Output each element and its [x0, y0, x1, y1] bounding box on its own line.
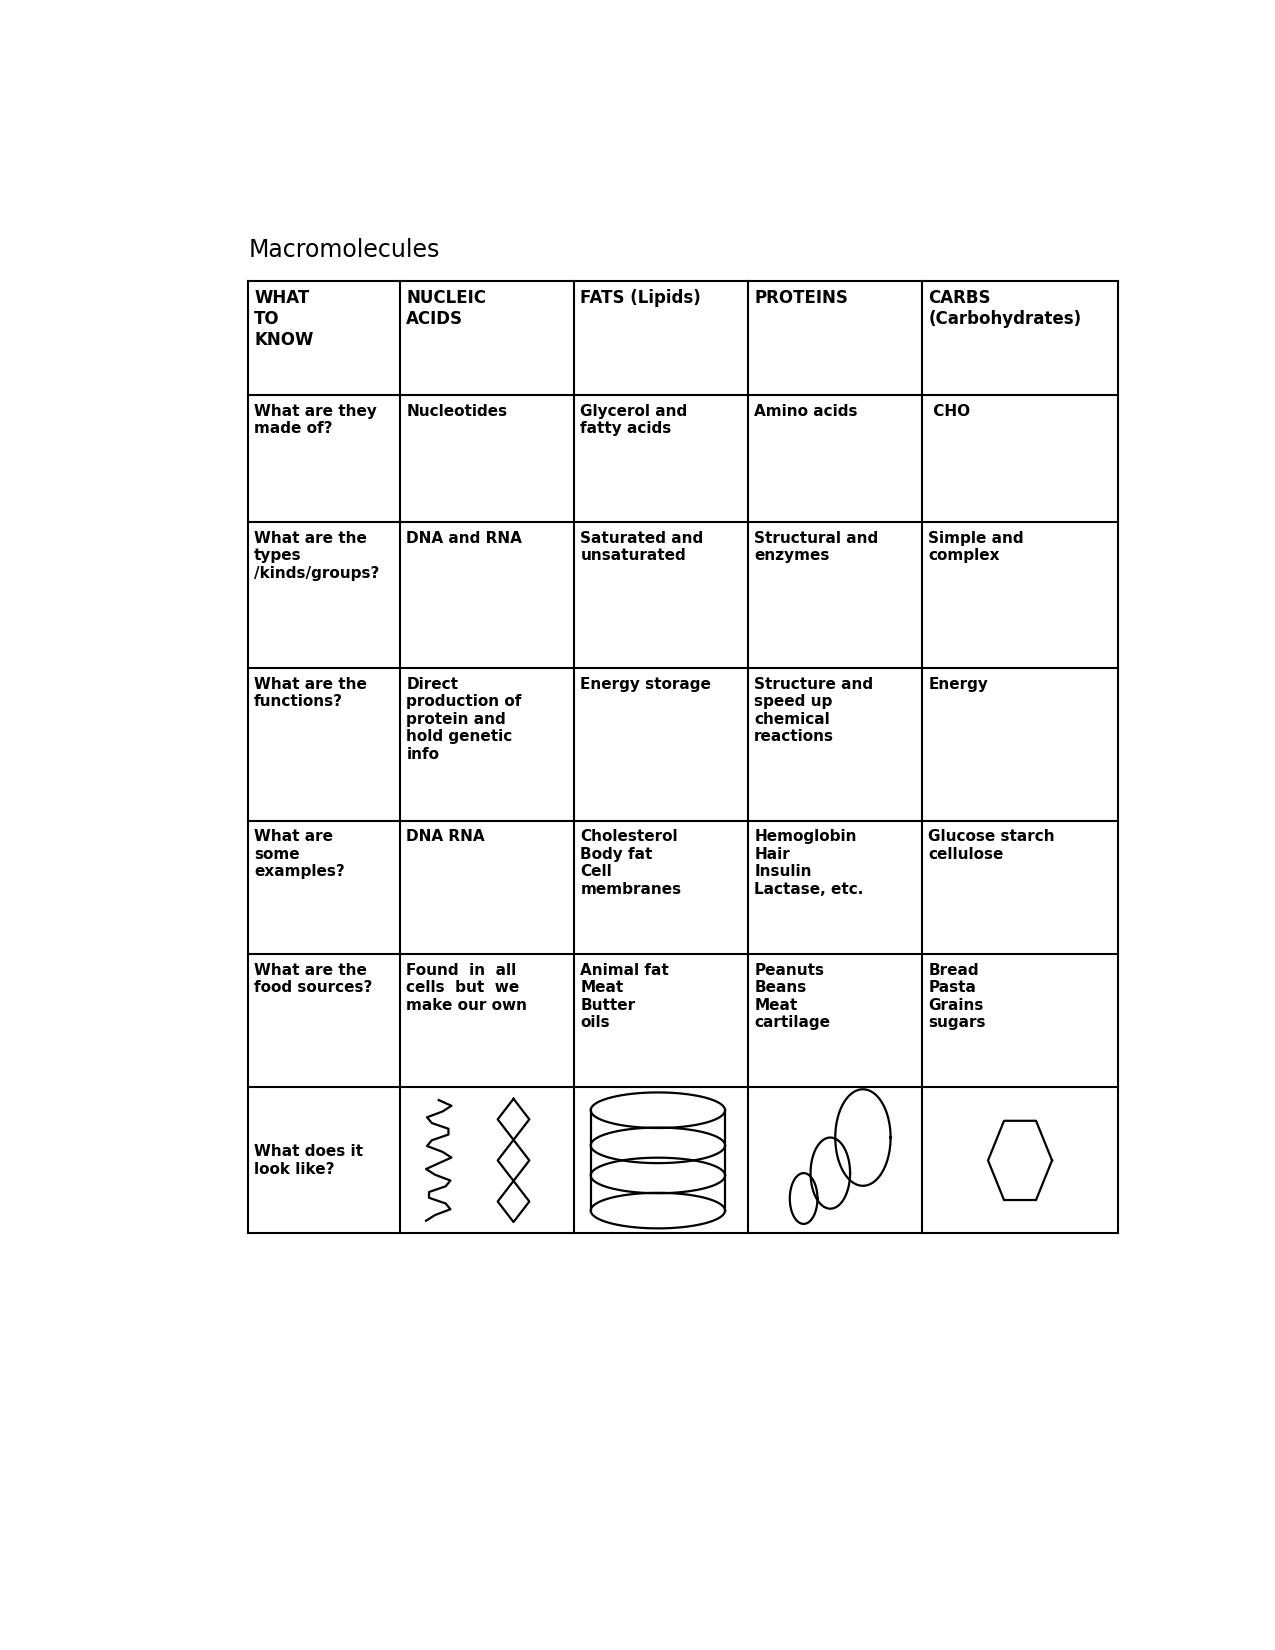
Text: Energy: Energy	[928, 676, 988, 691]
Text: Peanuts
Beans
Meat
cartilage: Peanuts Beans Meat cartilage	[755, 964, 830, 1030]
Text: PROTEINS: PROTEINS	[755, 289, 848, 307]
Text: Energy storage: Energy storage	[580, 676, 711, 691]
Text: FATS (Lipids): FATS (Lipids)	[580, 289, 701, 307]
Text: What does it
look like?: What does it look like?	[254, 1143, 363, 1176]
Text: What are
some
examples?: What are some examples?	[254, 830, 346, 879]
Text: WHAT
TO
KNOW: WHAT TO KNOW	[254, 289, 314, 350]
Text: Glucose starch
cellulose: Glucose starch cellulose	[928, 830, 1054, 861]
Text: Amino acids: Amino acids	[755, 404, 858, 419]
Text: NUCLEIC
ACIDS: NUCLEIC ACIDS	[407, 289, 486, 328]
Text: CARBS
(Carbohydrates): CARBS (Carbohydrates)	[928, 289, 1081, 328]
Text: Simple and
complex: Simple and complex	[928, 531, 1024, 563]
Text: Structure and
speed up
chemical
reactions: Structure and speed up chemical reaction…	[755, 676, 873, 744]
Text: DNA and RNA: DNA and RNA	[407, 531, 523, 546]
Text: Glycerol and
fatty acids: Glycerol and fatty acids	[580, 404, 687, 436]
Text: Found  in  all
cells  but  we
make our own: Found in all cells but we make our own	[407, 964, 528, 1013]
Text: Macromolecules: Macromolecules	[249, 238, 440, 261]
Text: Cholesterol
Body fat
Cell
membranes: Cholesterol Body fat Cell membranes	[580, 830, 681, 896]
Text: DNA RNA: DNA RNA	[407, 830, 484, 845]
Text: Nucleotides: Nucleotides	[407, 404, 507, 419]
Text: Hemoglobin
Hair
Insulin
Lactase, etc.: Hemoglobin Hair Insulin Lactase, etc.	[755, 830, 863, 896]
Text: Saturated and
unsaturated: Saturated and unsaturated	[580, 531, 704, 563]
Text: Bread
Pasta
Grains
sugars: Bread Pasta Grains sugars	[928, 964, 986, 1030]
Text: Direct
production of
protein and
hold genetic
info: Direct production of protein and hold ge…	[407, 676, 521, 762]
Text: What are they
made of?: What are they made of?	[254, 404, 377, 436]
Text: Animal fat
Meat
Butter
oils: Animal fat Meat Butter oils	[580, 964, 669, 1030]
Text: Structural and
enzymes: Structural and enzymes	[755, 531, 878, 563]
Text: What are the
food sources?: What are the food sources?	[254, 964, 372, 995]
Text: What are the
types
/kinds/groups?: What are the types /kinds/groups?	[254, 531, 380, 581]
Text: What are the
functions?: What are the functions?	[254, 676, 367, 710]
Text: CHO: CHO	[928, 404, 970, 419]
